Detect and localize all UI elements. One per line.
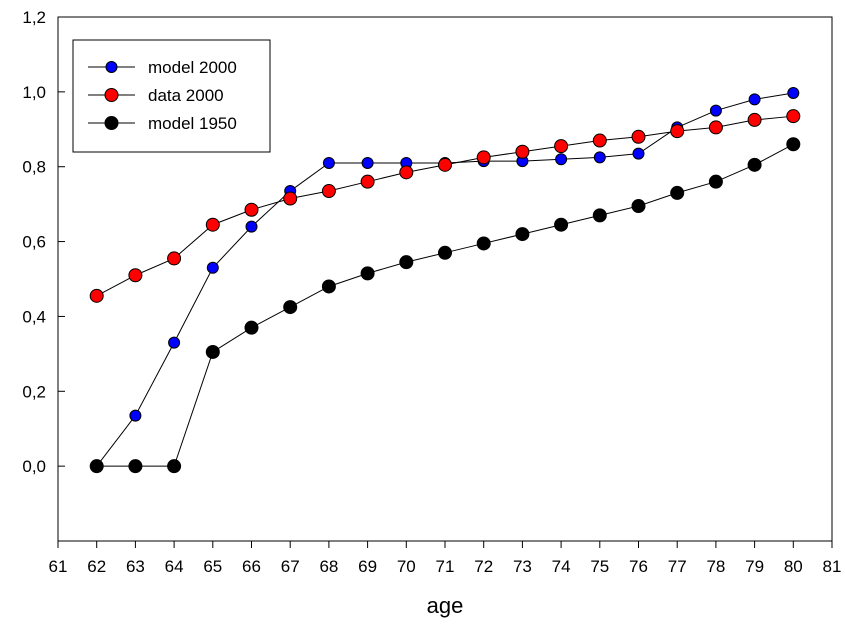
data-point xyxy=(515,144,530,159)
x-tick-label: 67 xyxy=(281,557,300,576)
data-point xyxy=(205,217,220,232)
x-tick-label: 72 xyxy=(474,557,493,576)
data-point xyxy=(632,147,645,160)
data-point xyxy=(593,151,606,164)
legend: model 2000 data 2000 model 1950 xyxy=(72,39,271,153)
legend-marker xyxy=(105,61,118,73)
data-point xyxy=(89,288,104,303)
data-point xyxy=(244,320,259,335)
series-data-2000 xyxy=(89,109,801,303)
legend-marker xyxy=(104,116,119,130)
data-point xyxy=(748,93,761,106)
x-tick-label: 73 xyxy=(513,557,532,576)
x-axis-title: age xyxy=(427,593,464,618)
data-point xyxy=(554,139,569,154)
data-point xyxy=(245,220,258,233)
data-point xyxy=(787,86,800,99)
data-point xyxy=(167,459,182,474)
data-point xyxy=(515,227,530,242)
data-point xyxy=(708,174,723,189)
x-tick-label: 75 xyxy=(590,557,609,576)
data-point xyxy=(476,236,491,251)
data-point xyxy=(438,157,452,172)
data-point xyxy=(283,300,298,315)
x-axis: 61 62 63 64 65 66 67 68 69 70 71 72 73 74 75 76 77 78 79 80… xyxy=(49,541,842,576)
data-point xyxy=(360,266,375,281)
data-point xyxy=(670,185,685,200)
x-tick-label: 74 xyxy=(552,557,571,576)
data-point xyxy=(592,133,607,148)
y-axis: 0,0 0,2 0,4 0,6 0,8 1,0 1,2 xyxy=(22,8,65,476)
y-tick-label: 0,4 xyxy=(22,307,46,326)
x-tick-label: 76 xyxy=(629,557,648,576)
data-point xyxy=(322,156,335,169)
x-tick-label: 66 xyxy=(242,557,261,576)
data-point xyxy=(128,268,143,283)
y-tick-label: 0,6 xyxy=(22,233,46,252)
data-point xyxy=(438,245,452,260)
data-point xyxy=(631,199,646,214)
legend-item: model 1950 xyxy=(88,114,237,133)
data-point xyxy=(592,208,607,223)
y-tick-label: 1,0 xyxy=(22,83,46,102)
x-tick-label: 61 xyxy=(49,557,68,576)
data-point xyxy=(129,409,142,422)
data-point xyxy=(709,104,722,117)
data-point xyxy=(555,153,568,166)
data-point xyxy=(244,202,259,217)
x-tick-label: 78 xyxy=(706,557,725,576)
legend-item: model 2000 xyxy=(88,58,237,77)
x-tick-label: 70 xyxy=(397,557,416,576)
data-point xyxy=(708,120,723,135)
data-point xyxy=(89,459,104,474)
data-point xyxy=(786,109,801,124)
data-point xyxy=(476,150,491,165)
data-point xyxy=(205,344,220,359)
x-tick-label: 81 xyxy=(823,557,842,576)
x-tick-label: 62 xyxy=(87,557,106,576)
y-tick-label: 1,2 xyxy=(22,8,46,27)
x-tick-label: 80 xyxy=(784,557,803,576)
data-point xyxy=(206,261,219,274)
y-tick-label: 0,8 xyxy=(22,158,46,177)
data-point xyxy=(167,251,182,266)
x-tick-label: 77 xyxy=(668,557,687,576)
legend-label: model 1950 xyxy=(148,114,237,133)
legend-label: model 2000 xyxy=(148,58,237,77)
x-tick-label: 69 xyxy=(358,557,377,576)
series-model-1950 xyxy=(89,137,801,474)
x-tick-label: 68 xyxy=(319,557,338,576)
data-point xyxy=(747,112,762,127)
data-point xyxy=(554,217,569,232)
y-tick-label: 0,2 xyxy=(22,382,46,401)
data-point xyxy=(361,156,374,169)
x-tick-label: 63 xyxy=(126,557,145,576)
legend-label: data 2000 xyxy=(148,86,224,105)
data-point xyxy=(786,137,801,152)
x-tick-label: 79 xyxy=(745,557,764,576)
x-tick-label: 65 xyxy=(203,557,222,576)
data-point xyxy=(670,124,685,139)
data-point xyxy=(399,255,414,270)
data-point xyxy=(747,157,762,172)
series-layer xyxy=(89,86,801,474)
series-line xyxy=(96,143,794,467)
data-point xyxy=(360,174,375,189)
x-tick-label: 71 xyxy=(436,557,455,576)
x-tick-label: 64 xyxy=(165,557,184,576)
legend-item: data 2000 xyxy=(88,86,224,105)
legend-marker xyxy=(104,88,119,102)
data-point xyxy=(321,279,336,294)
data-point xyxy=(321,184,336,199)
data-point xyxy=(168,336,181,349)
y-tick-label: 0,0 xyxy=(22,457,46,476)
data-point xyxy=(399,165,414,180)
data-point xyxy=(631,129,646,144)
data-point xyxy=(128,459,143,474)
data-point xyxy=(283,191,298,206)
